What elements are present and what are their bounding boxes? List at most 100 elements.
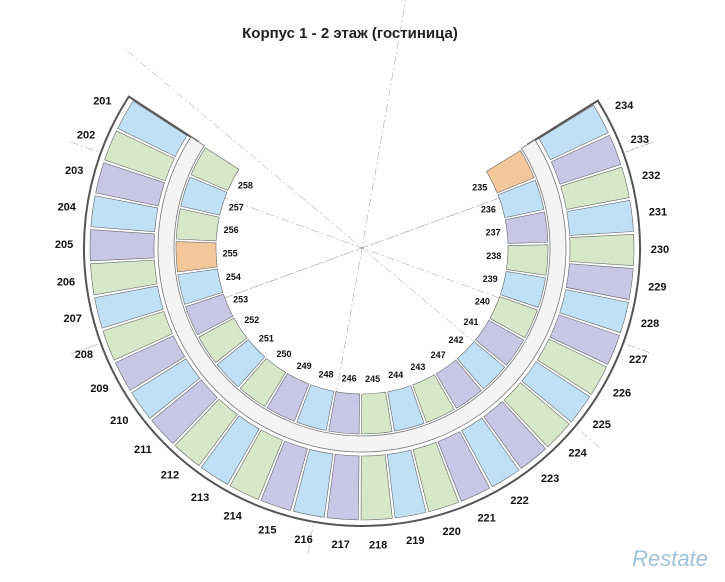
room-cell [293,448,334,518]
inner-room-cell [506,244,549,276]
inner-room-cell [266,373,310,422]
inner-room-number: 243 [410,362,425,372]
room-number: 230 [651,244,669,256]
room-number: 215 [258,524,276,536]
inner-room-cell [175,208,220,242]
room-cell [536,338,607,395]
room-number: 217 [331,539,349,551]
inner-room-cell [456,341,506,390]
room-cell [200,415,260,485]
room-cell [104,130,175,182]
room-number: 232 [642,170,660,182]
room-number: 223 [541,473,559,485]
inner-room-number: 235 [472,183,487,193]
room-number: 210 [110,415,128,427]
room-number: 218 [369,539,387,551]
room-cell [521,361,591,423]
inner-room-number: 242 [449,335,464,345]
room-number: 220 [443,526,461,538]
room-number: 227 [629,354,647,366]
room-number: 204 [58,202,77,214]
room-cell [90,259,158,296]
room-cell [174,398,238,467]
room-cell [569,234,635,267]
watermark: Restate [632,546,708,571]
room-number: 213 [191,492,209,504]
room-number: 202 [77,129,95,141]
inner-room-cell [497,179,545,219]
room-number: 205 [55,239,73,251]
inner-room-cell [190,147,240,191]
inner-room-cell [296,384,335,431]
room-cell [131,358,201,419]
inner-room-cell [185,293,234,336]
inner-room-number: 249 [297,361,312,371]
room-cell [560,166,630,210]
inner-room-number: 245 [365,374,380,384]
inner-room-number: 257 [229,202,244,212]
room-cell [565,263,634,300]
inner-room-cell [387,385,425,432]
room-number: 221 [477,513,495,525]
room-number: 219 [406,535,424,547]
inner-room-cell [499,271,546,308]
inner-room-number: 239 [483,274,498,284]
inner-room-number: 253 [233,294,248,304]
inner-room-cell [485,150,535,194]
room-number: 216 [294,534,312,546]
room-cell [114,335,186,391]
inner-room-cell [435,359,482,409]
room-cell [538,104,609,161]
room-cell [549,314,620,365]
room-cell [102,311,173,361]
inner-room-cell [216,339,266,388]
inner-room-number: 237 [486,227,501,237]
room-cell [229,429,284,500]
room-cell [559,289,629,334]
inner-room-number: 247 [431,350,446,360]
room-cell [550,134,622,185]
inner-room-cell [198,317,248,364]
room-number: 231 [649,207,667,219]
room-cell [90,195,159,233]
room-cell [387,449,427,519]
room-number: 206 [57,276,75,288]
rings [70,0,654,554]
room-cell [151,379,218,444]
inner-room-number: 241 [463,317,478,327]
room-number: 233 [631,134,649,146]
room-number: 208 [75,349,93,361]
room-cell [95,162,165,207]
inner-room-number: 236 [481,204,496,214]
inner-room-number: 244 [388,370,403,380]
inner-room-number: 250 [276,349,291,359]
inner-room-cell [489,296,538,339]
room-number: 212 [161,470,179,482]
inner-room-number: 246 [342,374,357,384]
inner-room-number: 258 [238,181,253,191]
room-cell [326,453,360,521]
room-cell [360,454,393,521]
inner-room-number: 248 [319,369,334,379]
room-number: 209 [90,383,108,395]
room-cell [117,100,188,157]
inner-room-number: 256 [224,225,239,235]
room-cell [89,229,155,262]
corridor [157,136,567,453]
room-number: 229 [648,281,666,293]
room-number: 211 [134,444,152,456]
inner-room-cell [361,391,393,435]
room-number: 201 [93,96,111,108]
inner-room-number: 251 [259,333,274,343]
inner-room-number: 240 [475,296,490,306]
room-cell [412,442,460,513]
inner-room-cell [474,319,525,366]
inner-room-cell [180,176,228,216]
inner-room-number: 254 [226,272,241,282]
room-number: 225 [593,419,611,431]
room-number: 214 [223,510,242,522]
inner-room-number: 252 [244,315,259,325]
inner-room-cell [504,211,549,244]
inner-room-cell [239,357,287,407]
